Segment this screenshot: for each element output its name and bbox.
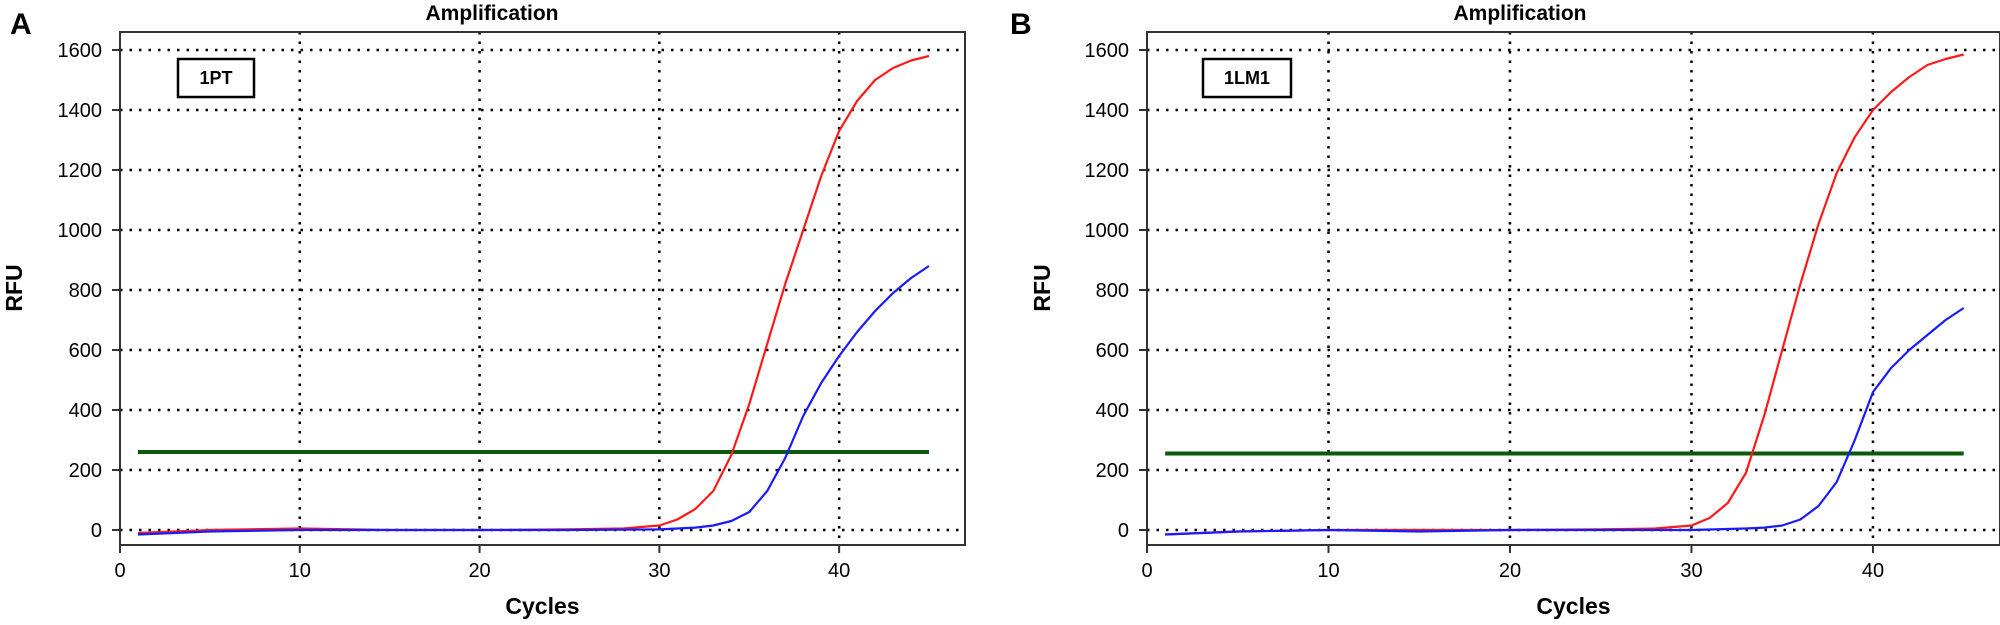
chart-title: Amplification xyxy=(1453,2,1586,25)
y-tick-label: 600 xyxy=(1096,340,1129,362)
y-tick-label: 1400 xyxy=(1085,100,1130,122)
annotation-label: 1LM1 xyxy=(1224,68,1270,88)
y-tick-label: 0 xyxy=(91,520,102,542)
x-tick-label: 10 xyxy=(1317,560,1339,582)
panel-label: B xyxy=(1010,8,1032,41)
annotation-label: 1PT xyxy=(199,68,232,88)
y-tick-label: 800 xyxy=(1096,280,1129,302)
x-tick-label: 20 xyxy=(468,560,490,582)
annotation-box xyxy=(1201,57,1293,99)
y-tick-label: 1200 xyxy=(58,160,103,182)
y-tick-label: 400 xyxy=(69,400,102,422)
y-axis-label: RFU xyxy=(1029,264,1055,311)
x-tick-label: 0 xyxy=(114,560,125,582)
y-tick-label: 1000 xyxy=(1085,220,1130,242)
plot-frame xyxy=(119,31,966,546)
x-tick-label: 40 xyxy=(1862,560,1884,582)
x-axis-label: Cycles xyxy=(505,593,579,619)
x-tick-label: 10 xyxy=(289,560,311,582)
y-tick-label: 400 xyxy=(1096,400,1129,422)
y-tick-label: 200 xyxy=(1096,460,1129,482)
x-tick-label: 30 xyxy=(648,560,670,582)
series-line-1 xyxy=(137,54,930,535)
y-axis-label: RFU xyxy=(1,264,27,311)
y-tick-label: 800 xyxy=(69,280,102,302)
series-line-2 xyxy=(137,265,930,536)
y-tick-label: 600 xyxy=(69,340,102,362)
x-tick-label: 40 xyxy=(828,560,850,582)
annotation-box xyxy=(176,57,256,99)
plot-frame xyxy=(1146,31,2000,546)
panel-label: A xyxy=(10,8,32,41)
chart-title: Amplification xyxy=(425,2,558,25)
x-tick-label: 20 xyxy=(1499,560,1521,582)
y-tick-label: 1600 xyxy=(1085,40,1130,62)
y-tick-label: 200 xyxy=(69,460,102,482)
x-axis-label: Cycles xyxy=(1536,593,1610,619)
y-tick-label: 1200 xyxy=(1085,160,1130,182)
y-tick-label: 0 xyxy=(1118,520,1129,542)
y-tick-label: 1400 xyxy=(58,100,103,122)
x-tick-label: 30 xyxy=(1680,560,1702,582)
y-tick-label: 1600 xyxy=(58,40,103,62)
series-line-2 xyxy=(1165,307,1965,536)
y-tick-label: 1000 xyxy=(58,220,103,242)
x-tick-label: 0 xyxy=(1141,560,1152,582)
